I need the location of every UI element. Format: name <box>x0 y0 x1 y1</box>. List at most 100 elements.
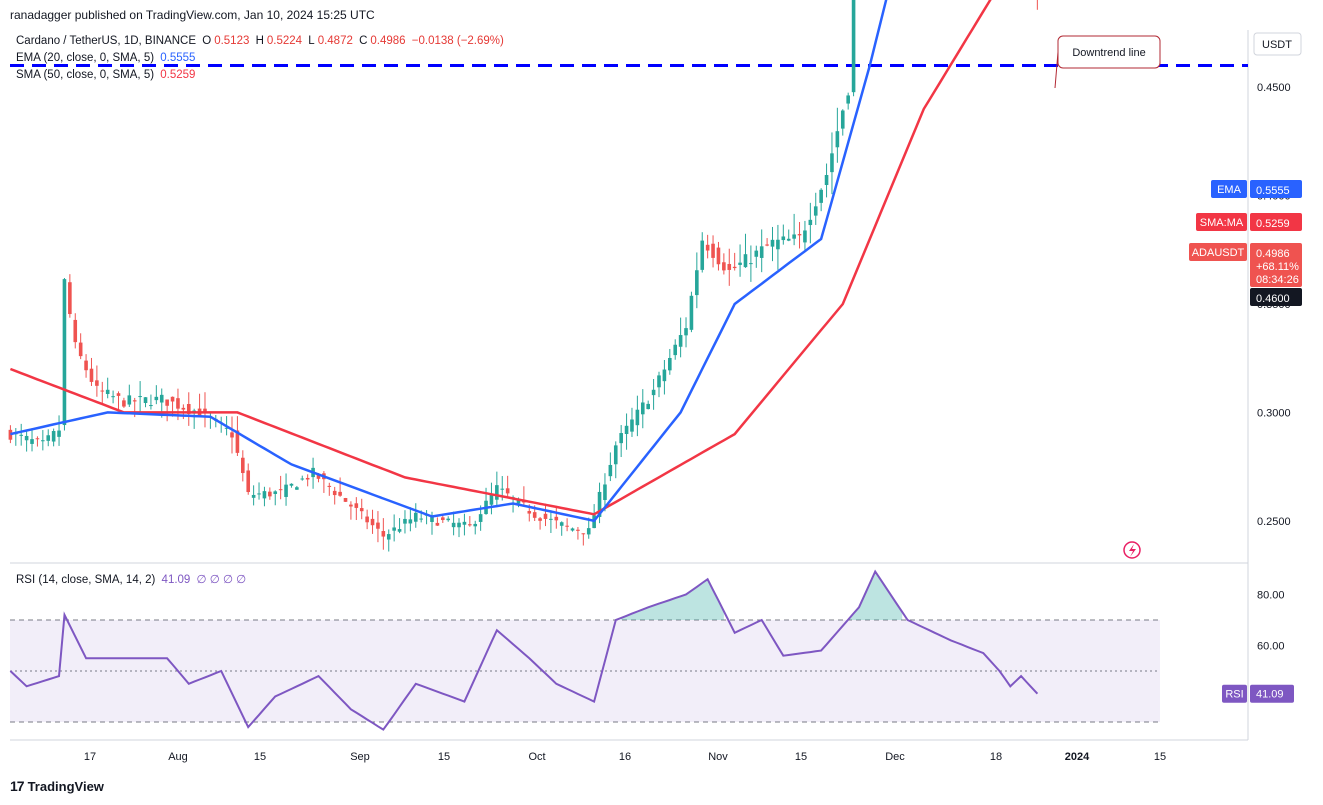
candle-body[interactable] <box>743 254 748 268</box>
rsi-line[interactable] <box>9 569 1039 731</box>
candle-body[interactable] <box>332 490 337 496</box>
footer-brand[interactable]: 17 TradingView <box>10 778 104 794</box>
candle-body[interactable] <box>830 153 834 173</box>
candle-body[interactable] <box>516 498 521 504</box>
candle-body[interactable] <box>338 491 342 496</box>
candle-body[interactable] <box>813 206 818 216</box>
candle-body[interactable] <box>100 390 105 392</box>
candle-body[interactable] <box>230 432 234 438</box>
candle-body[interactable] <box>370 518 375 526</box>
candle-body[interactable] <box>570 528 575 531</box>
candle-body[interactable] <box>646 403 650 410</box>
candle-body[interactable] <box>284 484 288 497</box>
candle-body[interactable] <box>776 239 780 250</box>
candle-body[interactable] <box>608 464 613 477</box>
candle-body[interactable] <box>711 243 715 258</box>
candle-body[interactable] <box>165 399 169 406</box>
candle-body[interactable] <box>186 404 191 414</box>
candle-body[interactable] <box>149 405 153 407</box>
candle-body[interactable] <box>678 335 683 347</box>
candle-body[interactable] <box>722 262 726 271</box>
candle-body[interactable] <box>132 400 137 402</box>
candle-body[interactable] <box>24 435 29 441</box>
candle-body[interactable] <box>46 435 51 441</box>
candle-body[interactable] <box>554 516 559 521</box>
candle-body[interactable] <box>327 485 332 487</box>
candle-body[interactable] <box>549 518 553 520</box>
candle-body[interactable] <box>170 396 175 402</box>
candle-body[interactable] <box>127 395 132 405</box>
candle-body[interactable] <box>613 445 618 465</box>
candle-body[interactable] <box>295 487 299 490</box>
currency-button[interactable] <box>1253 32 1302 56</box>
candle-body[interactable] <box>8 429 13 440</box>
candle-body[interactable] <box>716 247 721 265</box>
candle-body[interactable] <box>262 491 267 499</box>
candle-body[interactable] <box>62 279 67 426</box>
candle-body[interactable] <box>684 328 688 336</box>
candle-body[interactable] <box>251 494 256 498</box>
candle-body[interactable] <box>392 527 396 531</box>
candle-body[interactable] <box>505 488 510 494</box>
sma-tag-value-box[interactable] <box>1250 213 1302 231</box>
candle-body[interactable] <box>116 393 121 396</box>
candle-body[interactable] <box>468 524 472 526</box>
ema-tag-label-box[interactable] <box>1211 180 1247 198</box>
candle-body[interactable] <box>41 440 45 442</box>
rsi-tag-label-box[interactable] <box>1222 684 1247 703</box>
candle-body[interactable] <box>35 438 40 440</box>
candle-body[interactable] <box>435 522 440 526</box>
candle-body[interactable] <box>451 522 456 528</box>
candle-body[interactable] <box>532 512 537 518</box>
candle-body[interactable] <box>565 525 569 527</box>
candle-body[interactable] <box>181 407 186 410</box>
sma-50-line[interactable] <box>9 0 1037 516</box>
candle-body[interactable] <box>749 263 753 265</box>
last-price-tag-value-box[interactable] <box>1250 243 1302 287</box>
candle-body[interactable] <box>651 389 656 396</box>
candle-body[interactable] <box>203 408 207 412</box>
candle-body[interactable] <box>386 534 391 540</box>
candle-body[interactable] <box>624 425 629 435</box>
candle-body[interactable] <box>759 246 764 258</box>
candle-body[interactable] <box>176 398 180 409</box>
candle-body[interactable] <box>840 110 845 129</box>
candle-body[interactable] <box>408 519 413 524</box>
candle-body[interactable] <box>770 239 775 247</box>
candle-body[interactable] <box>603 484 607 501</box>
candle-body[interactable] <box>30 439 34 444</box>
candle-body[interactable] <box>538 518 542 521</box>
candle-body[interactable] <box>365 516 369 523</box>
candle-body[interactable] <box>732 266 737 269</box>
candle-body[interactable] <box>824 175 829 186</box>
candle-body[interactable] <box>159 394 164 403</box>
candle-body[interactable] <box>473 523 478 527</box>
rsi-legend[interactable]: RSI (14, close, SMA, 14, 2) 41.09 ∅ ∅ ∅ … <box>16 572 249 586</box>
candle-body[interactable] <box>154 396 159 401</box>
candle-body[interactable] <box>495 485 499 500</box>
sma-legend[interactable]: SMA (50, close, 0, SMA, 5) 0.5259 <box>16 69 198 81</box>
candle-body[interactable] <box>786 238 791 241</box>
candle-body[interactable] <box>419 518 423 520</box>
candle-body[interactable] <box>803 230 807 243</box>
candle-body[interactable] <box>673 344 678 356</box>
candle-body[interactable] <box>695 270 699 296</box>
candle-body[interactable] <box>224 427 229 429</box>
candle-body[interactable] <box>635 409 640 426</box>
candle-body[interactable] <box>241 457 245 474</box>
candle-body[interactable] <box>359 508 364 512</box>
candle-body[interactable] <box>619 433 623 444</box>
candle-body[interactable] <box>576 529 580 531</box>
candle-body[interactable] <box>381 531 386 537</box>
candle-body[interactable] <box>689 295 694 330</box>
candle-body[interactable] <box>397 529 402 532</box>
candle-body[interactable] <box>273 491 278 494</box>
candle-body[interactable] <box>846 95 850 104</box>
candle-body[interactable] <box>668 357 672 371</box>
candle-body[interactable] <box>527 511 532 514</box>
candle-body[interactable] <box>257 493 261 495</box>
candle-body[interactable] <box>781 236 786 241</box>
candle-body[interactable] <box>51 431 56 442</box>
ema-legend[interactable]: EMA (20, close, 0, SMA, 5) 0.5555 <box>16 52 198 64</box>
